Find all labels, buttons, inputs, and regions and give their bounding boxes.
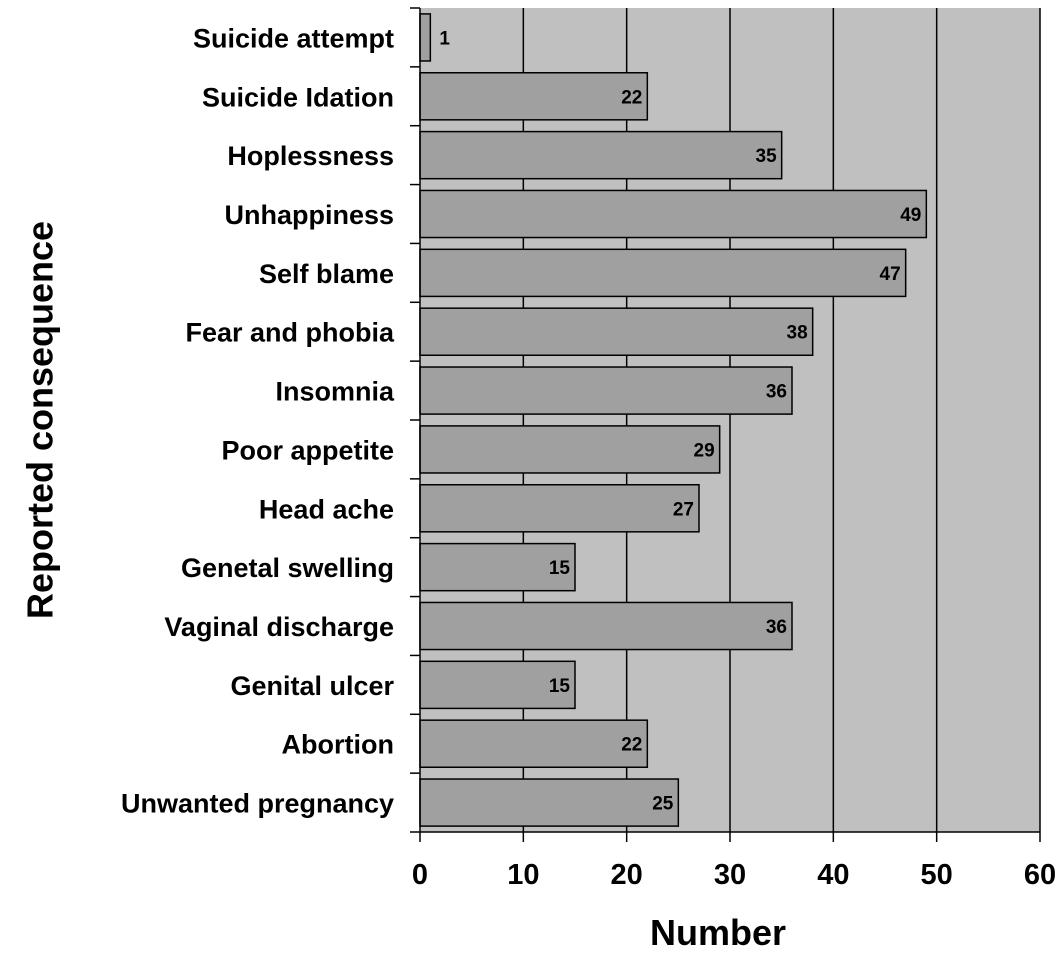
category-label-self-blame: Self blame [259,259,394,289]
category-label-poor-appetite: Poor appetite [221,435,394,465]
category-label-suicide-attempt: Suicide attempt [193,23,394,53]
bar-head-ache [419,483,700,533]
category-label-unhappiness: Unhappiness [224,200,394,230]
x-tick-label-30: 30 [714,859,746,891]
data-label-suicide-attempt: 1 [439,28,450,49]
category-label-vaginal-discharge: Vaginal discharge [164,612,394,642]
category-label-genetal-swelling: Genetal swelling [181,553,394,583]
bar-abortion [419,719,649,769]
x-tick-label-20: 20 [611,859,643,891]
category-label-unwanted-pregnancy: Unwanted pregnancy [121,789,394,819]
data-labels: 1 22 35 49 47 38 36 29 27 15 36 15 22 25 [439,28,921,814]
bar-unhappiness [419,189,928,239]
bar-vaginal-discharge [419,601,793,651]
data-label-unwanted-pregnancy: 25 [652,794,674,815]
data-label-vaginal-discharge: 36 [766,617,787,638]
x-tick-label-10: 10 [507,859,539,891]
bars [419,13,928,827]
category-label-head-ache: Head ache [259,494,394,524]
category-label-hoplessness: Hoplessness [227,141,394,171]
data-label-head-ache: 27 [673,499,694,520]
x-tick-label-0: 0 [412,859,428,891]
data-label-insomnia: 36 [766,382,787,403]
x-tick-labels: 0 10 20 30 40 50 60 [412,859,1056,891]
data-label-suicide-idation: 22 [621,87,642,108]
bar-insomnia [419,366,793,415]
bar-suicide-idation [419,71,649,121]
x-tick-label-40: 40 [817,859,849,891]
data-label-fear-and-phobia: 38 [787,323,808,344]
bar-fear-and-phobia [419,307,814,357]
bar-hoplessness [419,130,783,180]
data-label-genetal-swelling: 15 [549,558,571,579]
data-label-self-blame: 47 [880,264,901,285]
bar-self-blame [419,248,907,298]
bar-poor-appetite [419,425,721,474]
x-tick-label-60: 60 [1024,859,1056,891]
category-label-fear-and-phobia: Fear and phobia [185,318,395,348]
category-label-insomnia: Insomnia [275,377,395,407]
bar-suicide-attempt [419,13,432,62]
bar-unwanted-pregnancy [419,778,680,827]
data-label-poor-appetite: 29 [694,440,715,461]
category-labels: Suicide attempt Suicide Idation Hoplessnes… [121,23,395,818]
bar-genetal-swelling [419,542,576,592]
bar-genital-ulcer [419,660,576,710]
data-label-genital-ulcer: 15 [549,676,571,697]
x-axis-title: Number [650,912,786,953]
axes [410,7,1041,842]
category-label-suicide-idation: Suicide Idation [202,82,394,112]
category-label-genital-ulcer: Genital ulcer [230,671,394,701]
y-axis-title: Reported consequence [20,221,61,619]
category-label-abortion: Abortion [282,730,394,760]
data-label-abortion: 22 [621,735,642,756]
data-label-unhappiness: 49 [900,205,921,226]
x-tick-label-50: 50 [921,859,953,891]
data-label-hoplessness: 35 [756,146,778,167]
